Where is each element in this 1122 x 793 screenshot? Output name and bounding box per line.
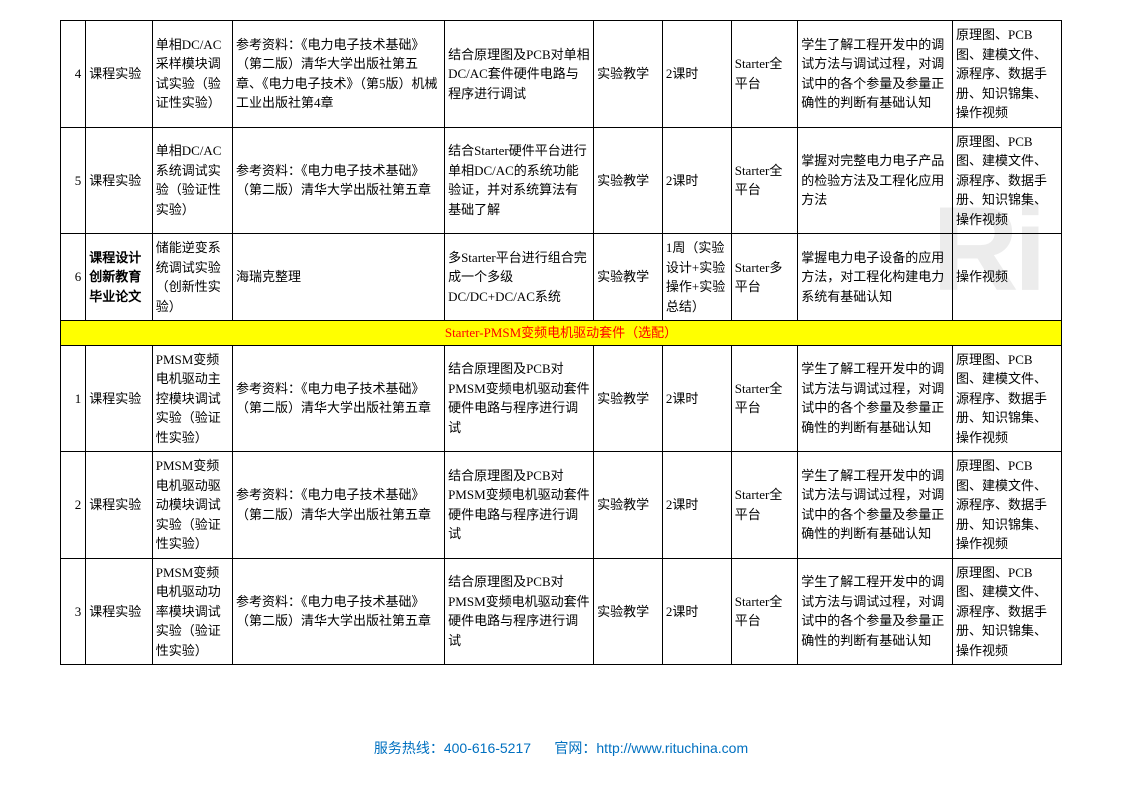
col-method: 实验教学 xyxy=(594,558,663,665)
col-materials: 原理图、PCB图、建模文件、源程序、数据手册、知识锦集、操作视频 xyxy=(953,452,1062,559)
col-reference: 参考资料：《电力电子技术基础》（第二版）清华大学出版社第五章 xyxy=(232,558,444,665)
col-goal: 掌握电力电子设备的应用方法，对工程化构建电力系统有基础认知 xyxy=(798,234,953,321)
table-row: 4课程实验单相DC/AC采样模块调试实验（验证性实验）参考资料：《电力电子技术基… xyxy=(61,21,1062,128)
col-type: 课程实验 xyxy=(86,558,153,665)
col-platform: Starter全平台 xyxy=(731,452,798,559)
footer: 服务热线：400-616-5217 官网：http://www.rituchin… xyxy=(0,738,1122,758)
col-experiment: PMSM变频电机驱动驱动模块调试实验（验证性实验） xyxy=(152,452,232,559)
col-goal: 学生了解工程开发中的调试方法与调试过程，对调试中的各个参量及参量正确性的判断有基… xyxy=(798,558,953,665)
col-experiment: 单相DC/AC采样模块调试实验（验证性实验） xyxy=(152,21,232,128)
col-reference: 海瑞克整理 xyxy=(232,234,444,321)
col-materials: 原理图、PCB图、建模文件、源程序、数据手册、知识锦集、操作视频 xyxy=(953,21,1062,128)
col-method: 实验教学 xyxy=(594,234,663,321)
web-label: 官网： xyxy=(554,740,596,756)
table-row: 1课程实验PMSM变频电机驱动主控模块调试实验（验证性实验）参考资料：《电力电子… xyxy=(61,345,1062,452)
col-reference: 参考资料：《电力电子技术基础》（第二版）清华大学出版社第五章、《电力电子技术》（… xyxy=(232,21,444,128)
row-number: 5 xyxy=(61,127,86,234)
col-platform: Starter全平台 xyxy=(731,558,798,665)
col-platform: Starter全平台 xyxy=(731,127,798,234)
col-materials: 原理图、PCB图、建模文件、源程序、数据手册、知识锦集、操作视频 xyxy=(953,127,1062,234)
col-reference: 参考资料：《电力电子技术基础》（第二版）清华大学出版社第五章 xyxy=(232,345,444,452)
hotline-label: 服务热线： xyxy=(374,740,444,756)
section-header: Starter-PMSM变频电机驱动套件（选配） xyxy=(61,321,1062,346)
row-number: 4 xyxy=(61,21,86,128)
section-header-row: Starter-PMSM变频电机驱动套件（选配） xyxy=(61,321,1062,346)
col-goal: 学生了解工程开发中的调试方法与调试过程，对调试中的各个参量及参量正确性的判断有基… xyxy=(798,452,953,559)
col-hours: 1周（实验设计+实验操作+实验总结） xyxy=(662,234,731,321)
col-experiment: PMSM变频电机驱动主控模块调试实验（验证性实验） xyxy=(152,345,232,452)
col-reference: 参考资料：《电力电子技术基础》（第二版）清华大学出版社第五章 xyxy=(232,452,444,559)
col-reference: 参考资料：《电力电子技术基础》（第二版）清华大学出版社第五章 xyxy=(232,127,444,234)
col-method: 实验教学 xyxy=(594,21,663,128)
col-content: 结合原理图及PCB对PMSM变频电机驱动套件硬件电路与程序进行调试 xyxy=(445,345,594,452)
col-hours: 2课时 xyxy=(662,452,731,559)
col-hours: 2课时 xyxy=(662,21,731,128)
col-content: 结合原理图及PCB对PMSM变频电机驱动套件硬件电路与程序进行调试 xyxy=(445,452,594,559)
col-experiment: 单相DC/AC系统调试实验（验证性实验） xyxy=(152,127,232,234)
col-content: 结合Starter硬件平台进行单相DC/AC的系统功能验证，并对系统算法有基础了… xyxy=(445,127,594,234)
col-platform: Starter多平台 xyxy=(731,234,798,321)
row-number: 1 xyxy=(61,345,86,452)
row-number: 6 xyxy=(61,234,86,321)
col-materials: 原理图、PCB图、建模文件、源程序、数据手册、知识锦集、操作视频 xyxy=(953,345,1062,452)
col-goal: 掌握对完整电力电子产品的检验方法及工程化应用方法 xyxy=(798,127,953,234)
col-goal: 学生了解工程开发中的调试方法与调试过程，对调试中的各个参量及参量正确性的判断有基… xyxy=(798,345,953,452)
row-number: 2 xyxy=(61,452,86,559)
col-type: 课程实验 xyxy=(86,345,153,452)
col-experiment: PMSM变频电机驱动功率模块调试实验（验证性实验） xyxy=(152,558,232,665)
col-hours: 2课时 xyxy=(662,345,731,452)
web-link[interactable]: http://www.rituchina.com xyxy=(596,740,748,756)
col-materials: 原理图、PCB图、建模文件、源程序、数据手册、知识锦集、操作视频 xyxy=(953,558,1062,665)
col-type: 课程设计创新教育毕业论文 xyxy=(86,234,153,321)
col-materials: 操作视频 xyxy=(953,234,1062,321)
col-hours: 2课时 xyxy=(662,558,731,665)
col-goal: 学生了解工程开发中的调试方法与调试过程，对调试中的各个参量及参量正确性的判断有基… xyxy=(798,21,953,128)
col-method: 实验教学 xyxy=(594,452,663,559)
col-platform: Starter全平台 xyxy=(731,21,798,128)
col-content: 结合原理图及PCB对单相DC/AC套件硬件电路与程序进行调试 xyxy=(445,21,594,128)
col-platform: Starter全平台 xyxy=(731,345,798,452)
col-type: 课程实验 xyxy=(86,452,153,559)
col-type: 课程实验 xyxy=(86,127,153,234)
table-row: 3课程实验PMSM变频电机驱动功率模块调试实验（验证性实验）参考资料：《电力电子… xyxy=(61,558,1062,665)
col-hours: 2课时 xyxy=(662,127,731,234)
table-row: 6课程设计创新教育毕业论文储能逆变系统调试实验（创新性实验）海瑞克整理多Star… xyxy=(61,234,1062,321)
row-number: 3 xyxy=(61,558,86,665)
table-row: 5课程实验单相DC/AC系统调试实验（验证性实验）参考资料：《电力电子技术基础》… xyxy=(61,127,1062,234)
col-content: 结合原理图及PCB对PMSM变频电机驱动套件硬件电路与程序进行调试 xyxy=(445,558,594,665)
hotline-number: 400-616-5217 xyxy=(444,740,531,756)
table-row: 2课程实验PMSM变频电机驱动驱动模块调试实验（验证性实验）参考资料：《电力电子… xyxy=(61,452,1062,559)
col-method: 实验教学 xyxy=(594,345,663,452)
col-type: 课程实验 xyxy=(86,21,153,128)
col-method: 实验教学 xyxy=(594,127,663,234)
course-table: 4课程实验单相DC/AC采样模块调试实验（验证性实验）参考资料：《电力电子技术基… xyxy=(60,20,1062,665)
col-content: 多Starter平台进行组合完成一个多级DC/DC+DC/AC系统 xyxy=(445,234,594,321)
col-experiment: 储能逆变系统调试实验（创新性实验） xyxy=(152,234,232,321)
